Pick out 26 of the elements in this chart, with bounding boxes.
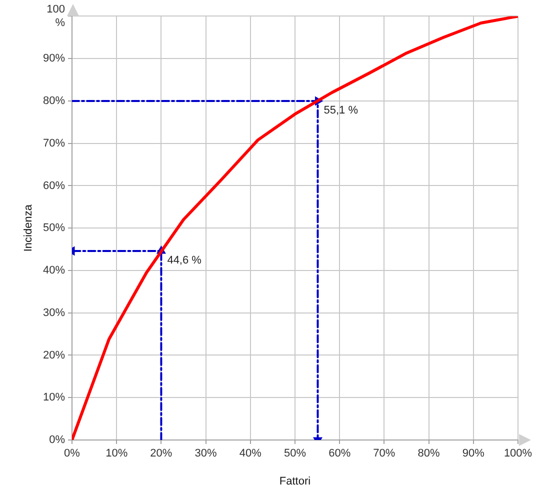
y-tick-label: 90% [42,52,66,65]
x-axis-title: Fattori [279,475,311,488]
x-tick-label: 90% [462,448,485,460]
y-tick-label: 0% [49,434,66,446]
x-tick-label: 50% [284,448,306,460]
x-tick-label: 100% [504,448,532,460]
y-tick-label: 80% [42,94,66,107]
x-tick-label: 40% [239,448,262,460]
y-tick-label: 20% [42,349,66,362]
x-tick-label: 20% [150,448,172,460]
y-tick-label: 40% [42,264,66,277]
y-tick-label: 60% [42,180,66,192]
y-tick-label: 70% [42,137,66,150]
y-tick-label: 50% [42,222,66,234]
annotation: 44,6 % [167,254,202,267]
x-tick-label: 10% [106,448,128,460]
x-tick-label: 0% [64,448,80,460]
y-tick-label: 100 % [46,4,66,29]
x-tick-label: 70% [373,448,396,460]
x-tick-label: 60% [328,448,351,460]
annotation: 55,1 % [324,104,358,116]
x-tick-label: 30% [194,448,218,460]
y-tick-label: 10% [42,392,66,404]
y-tick-label: 30% [42,306,66,319]
x-tick-label: 80% [418,448,440,460]
y-axis-title: Incidenza [22,204,35,252]
